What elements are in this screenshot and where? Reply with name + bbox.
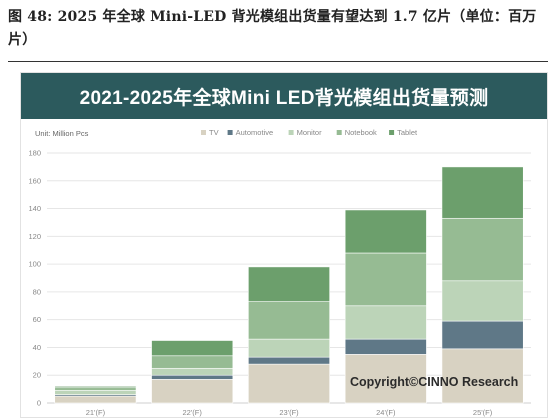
x-tick-label: 23'(F) — [279, 408, 299, 417]
bar-segment-tv — [441, 348, 524, 404]
y-tick-label: 20 — [33, 371, 41, 380]
legend-swatch — [389, 130, 395, 135]
bar-segment-monitor — [441, 280, 524, 322]
x-tick-label: 21'(F) — [86, 408, 106, 417]
legend-label: Automotive — [236, 128, 274, 137]
legend-label: Monitor — [297, 128, 323, 137]
x-tick-label: 22'(F) — [183, 408, 203, 417]
bar-segment-notebook — [441, 217, 524, 282]
chart-panel: 2021-2025年全球Mini LED背光模组出货量预测 0 20 40 60 80 1… — [20, 72, 548, 418]
bar-segment-tv — [344, 354, 427, 404]
bar-segment-tablet — [344, 209, 427, 254]
chart-title: 2021-2025年全球Mini LED背光模组出货量预测 — [79, 87, 489, 109]
bar-segment-tablet — [151, 340, 234, 357]
x-tick-label: 24'(F) — [376, 408, 396, 417]
bar-segment-monitor — [54, 390, 137, 395]
x-axis-ticks: 21'(F) 22'(F) 23'(F) 24'(F) 25'(F) — [86, 408, 493, 417]
y-tick-label: 160 — [28, 176, 41, 185]
y-tick-label: 140 — [28, 204, 41, 213]
bar-segment-monitor — [248, 338, 330, 358]
chart-title-bar: 2021-2025年全球Mini LED背光模组出货量预测 — [21, 73, 547, 119]
y-axis-ticks: 0 20 40 60 80 100 120 140 160 180 — [28, 149, 41, 408]
y-tick-label: 0 — [37, 399, 41, 408]
bar-segment-automotive — [248, 356, 330, 365]
legend-label: Notebook — [345, 128, 377, 137]
legend-label: Tablet — [397, 128, 418, 137]
y-tick-label: 40 — [33, 343, 41, 352]
bar-segment-tv — [151, 379, 234, 404]
bar-segment-notebook — [248, 301, 330, 340]
y-tick-label: 60 — [33, 315, 41, 324]
legend-swatch — [336, 130, 342, 135]
bar-segment-tablet — [441, 166, 524, 219]
unit-label: Unit: Million Pcs — [35, 129, 89, 138]
bar-segment-automotive — [441, 320, 524, 350]
legend-label: TV — [209, 128, 219, 137]
bar-segment-tablet — [248, 266, 330, 302]
y-tick-label: 100 — [28, 260, 41, 269]
y-tick-label: 120 — [28, 232, 41, 241]
bar-segment-tablet — [54, 386, 137, 389]
legend-swatch — [227, 130, 233, 135]
bar-segment-tv — [54, 395, 137, 404]
bar-segment-automotive — [344, 338, 427, 355]
bar-segment-automotive — [151, 374, 234, 380]
y-tick-label: 180 — [28, 149, 41, 158]
x-tick-label: 25'(F) — [473, 408, 493, 417]
bar-segment-monitor — [344, 305, 427, 340]
bar-segment-notebook — [344, 252, 427, 307]
legend-swatch — [288, 130, 294, 135]
copyright-label: Copyright©CINNO Research — [350, 375, 519, 389]
stacked-bar-chart: 0 20 40 60 80 100 120 140 160 180 21'(F) 22'(F) 23'… — [28, 128, 531, 417]
bar-segment-tv — [248, 363, 330, 404]
bars — [54, 166, 524, 404]
bar-segment-monitor — [151, 367, 234, 376]
bar-segment-notebook — [151, 355, 234, 369]
legend-swatch — [201, 130, 206, 135]
y-tick-label: 80 — [33, 287, 41, 296]
bar-segment-notebook — [54, 387, 137, 391]
legend: TV Automotive Monitor Notebook Tablet — [201, 128, 418, 137]
figure-caption: 图 48: 2025 年全球 Mini-LED 背光模组出货量有望达到 1.7 … — [8, 9, 537, 48]
caption-divider — [8, 61, 548, 62]
